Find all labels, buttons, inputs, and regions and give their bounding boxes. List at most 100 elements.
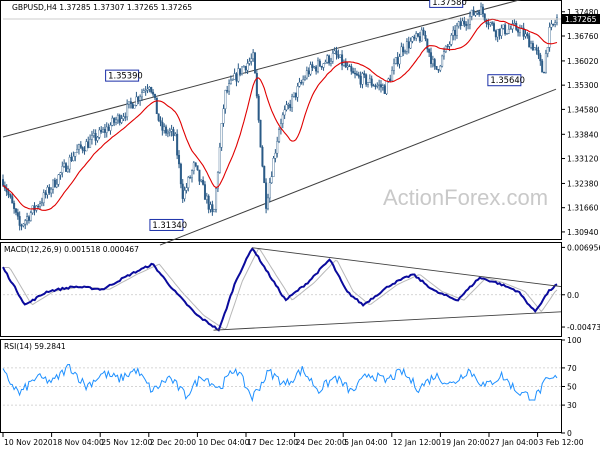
candle-body [115, 119, 118, 123]
price-tick-label: 1.36020 [567, 57, 599, 66]
watermark: ActionForex.com [383, 185, 548, 210]
candle-body [304, 77, 307, 80]
candle-body [537, 50, 540, 56]
candle-body [454, 29, 457, 36]
candle-body [528, 35, 531, 48]
channel-lower-line [159, 88, 557, 246]
candle-body [365, 74, 368, 85]
candle-body [450, 35, 453, 45]
candle-body [294, 92, 297, 98]
candle-body [24, 220, 27, 225]
price-annotation-box [105, 69, 140, 82]
time-tick-label: 18 Nov 04:00 [53, 438, 104, 447]
candle-body [350, 66, 353, 72]
moving-average-line [2, 18, 558, 211]
candle-body [483, 13, 486, 21]
candle-body [155, 97, 158, 115]
candle-body [213, 209, 216, 213]
candle-body [354, 73, 357, 75]
candle-body [355, 73, 358, 76]
price-annotation-box [149, 218, 184, 231]
candle-body [398, 56, 401, 65]
candle-body [61, 166, 64, 173]
macd-axis: 0.006956 0.0 -0.004736 [561, 243, 600, 332]
candle-body [203, 184, 206, 200]
rsi-tick-label: 100 [567, 336, 582, 345]
candle-body [481, 6, 484, 15]
candle-body [89, 139, 92, 148]
candle-body [268, 182, 271, 199]
candle-body [46, 187, 49, 195]
candle-body [118, 115, 121, 123]
candle-body [235, 73, 238, 82]
time-tick-label: 17 Dec 12:00 [247, 438, 298, 447]
candle-body [176, 133, 179, 156]
candle-body [163, 126, 166, 131]
candle-body [246, 63, 249, 71]
current-price-box [562, 14, 600, 25]
candle-body [205, 195, 208, 200]
candle-body [85, 141, 88, 152]
candle-body [342, 62, 345, 66]
candle-body [504, 24, 507, 35]
candle-body [285, 104, 288, 111]
candle-body [52, 179, 55, 190]
candle-body [124, 116, 127, 118]
candle-body [100, 129, 103, 133]
candle-body [168, 131, 171, 133]
candle-body [407, 41, 410, 49]
candle-body [178, 155, 181, 165]
candle-body [70, 157, 73, 161]
candle-body [396, 57, 399, 65]
candle-body [480, 6, 483, 15]
candle-body [253, 52, 256, 74]
candle-body [252, 52, 255, 59]
candle-body [33, 205, 36, 211]
candle-body [543, 72, 546, 74]
candle-body [127, 101, 130, 105]
candle-body [376, 85, 379, 87]
candle-body [417, 33, 420, 37]
candle-body [242, 66, 245, 68]
candle-body [341, 54, 344, 66]
candle-body [83, 150, 86, 152]
candle-body [50, 189, 53, 194]
candle-body [544, 53, 547, 73]
price-tick-label: 1.31660 [567, 204, 599, 213]
candle-body [405, 41, 408, 52]
candle-body [517, 29, 520, 33]
candle-body [383, 85, 386, 94]
candle-body [53, 179, 56, 188]
candle-body [116, 115, 119, 121]
candle-body [142, 90, 145, 93]
candle-body [215, 188, 218, 210]
candle-body [7, 191, 10, 195]
candle-body [289, 104, 292, 108]
candle-body [533, 47, 536, 51]
time-tick-label: 5 Jan 04:00 [344, 438, 387, 447]
candle-body [148, 87, 151, 90]
rsi-title: RSI(14) 59.2841 [4, 342, 66, 351]
candle-body [192, 162, 195, 171]
candle-body [461, 20, 464, 26]
candle-body [200, 179, 203, 182]
candle-body [513, 23, 516, 25]
candle-body [261, 146, 264, 167]
candle-body [157, 113, 160, 121]
candle-body [311, 64, 314, 68]
candle-body [374, 85, 377, 87]
price-tick-label: 1.33120 [567, 155, 599, 164]
candle-body [18, 216, 21, 226]
current-price-label: 1.37265 [565, 15, 597, 24]
price-tick-label: 1.34580 [567, 105, 599, 114]
candle-body [107, 126, 110, 131]
price-annotation-label: 1.35390 [108, 71, 143, 81]
candle-body [190, 170, 193, 178]
rsi-tick-label: 30 [567, 401, 577, 410]
candle-body [291, 96, 294, 108]
candle-body [552, 23, 555, 26]
candle-body [120, 118, 123, 123]
candle-body [211, 204, 214, 213]
candle-body [320, 65, 323, 68]
